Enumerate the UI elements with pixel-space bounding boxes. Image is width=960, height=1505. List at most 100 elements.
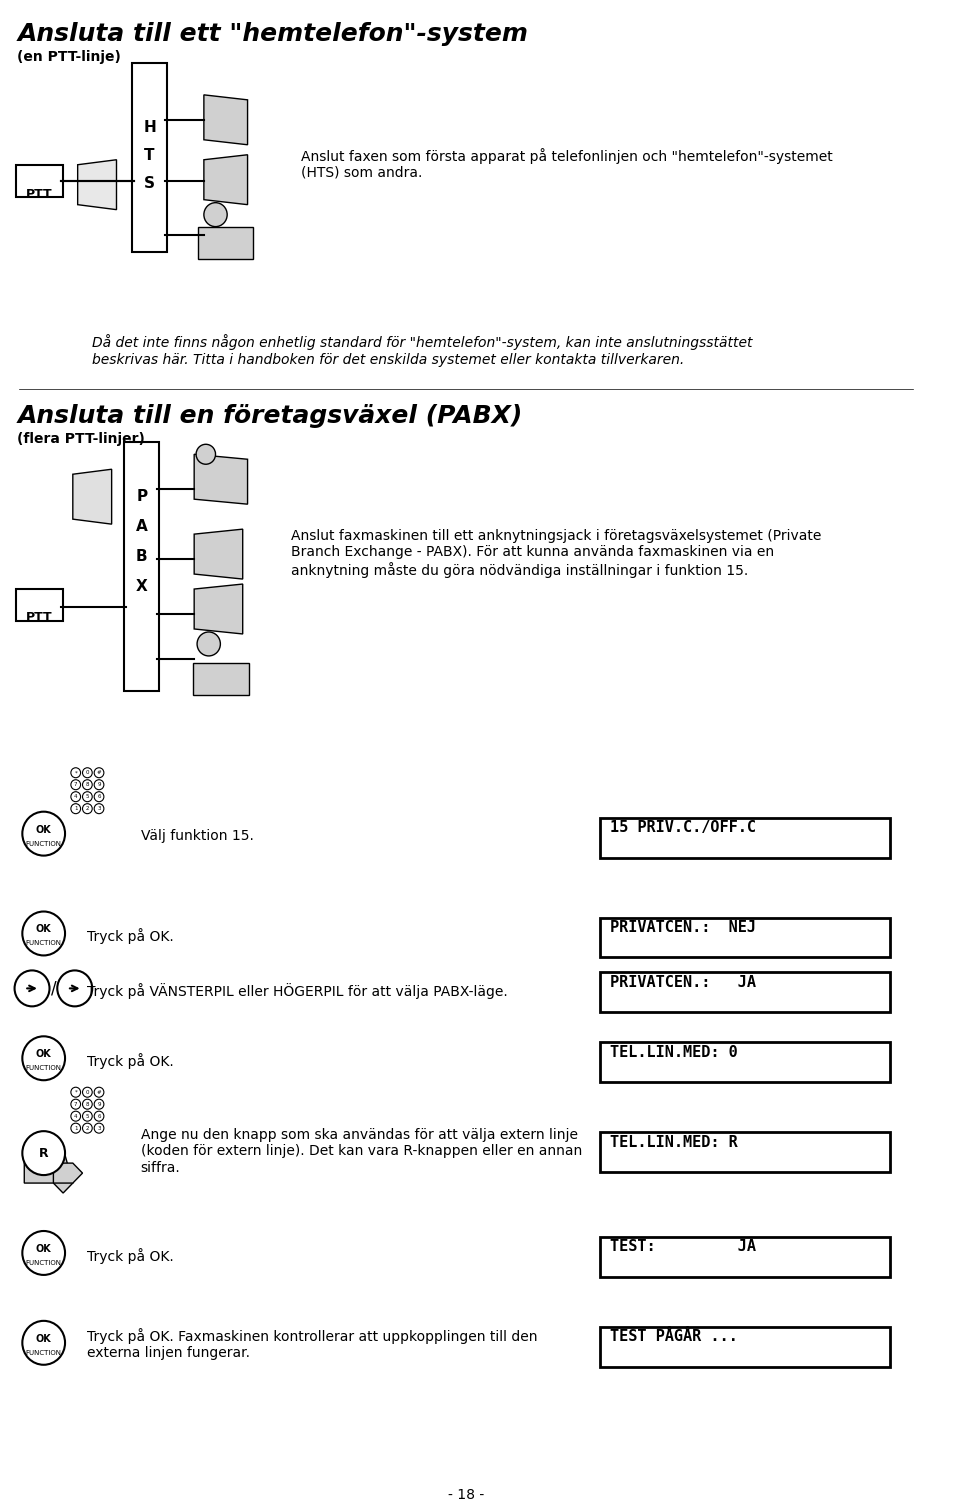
Text: 6: 6 (97, 795, 101, 799)
Circle shape (58, 971, 92, 1007)
Text: 3: 3 (97, 807, 101, 811)
Text: FUNCTION: FUNCTION (26, 941, 61, 947)
Text: A: A (136, 519, 148, 534)
Polygon shape (204, 95, 248, 144)
Text: /: / (51, 980, 57, 998)
Text: Då det inte finns någon enhetlig standard för "hemtelefon"-system, kan inte ansl: Då det inte finns någon enhetlig standar… (92, 334, 753, 367)
Polygon shape (54, 1163, 83, 1183)
Circle shape (196, 444, 216, 464)
Circle shape (71, 804, 81, 814)
Circle shape (83, 1111, 92, 1121)
Text: *: * (74, 771, 77, 775)
Text: X: X (136, 579, 148, 594)
Text: #: # (97, 771, 102, 775)
Text: Tryck på VÄNSTERPIL eller HÖGERPIL för att välja PABX-läge.: Tryck på VÄNSTERPIL eller HÖGERPIL för a… (87, 983, 508, 999)
Text: 15 PRIV.C./OFF.C: 15 PRIV.C./OFF.C (610, 820, 756, 835)
Text: PTT: PTT (26, 611, 52, 625)
Circle shape (22, 811, 65, 856)
Text: 4: 4 (74, 795, 78, 799)
Circle shape (94, 792, 104, 802)
Text: - 18 -: - 18 - (448, 1487, 484, 1502)
Circle shape (71, 1111, 81, 1121)
Text: OK: OK (36, 825, 52, 835)
Text: 6: 6 (97, 1114, 101, 1118)
Text: 1: 1 (74, 807, 78, 811)
Text: 5: 5 (85, 1114, 89, 1118)
Circle shape (83, 768, 92, 778)
Text: 8: 8 (85, 783, 89, 787)
Circle shape (83, 1099, 92, 1109)
FancyBboxPatch shape (600, 1327, 890, 1367)
Circle shape (22, 1231, 65, 1275)
Text: S: S (144, 176, 155, 191)
Circle shape (71, 1087, 81, 1097)
Text: OK: OK (36, 1049, 52, 1060)
FancyBboxPatch shape (600, 972, 890, 1013)
Circle shape (94, 1123, 104, 1133)
Text: 0: 0 (85, 1090, 89, 1094)
Text: Ange nu den knapp som ska användas för att välja extern linje
(koden för extern : Ange nu den knapp som ska användas för a… (141, 1129, 582, 1174)
Text: TEL.LIN.MED: R: TEL.LIN.MED: R (610, 1135, 737, 1150)
Circle shape (94, 780, 104, 790)
Polygon shape (194, 530, 243, 579)
Circle shape (22, 1321, 65, 1365)
Circle shape (197, 632, 221, 656)
Text: R: R (38, 1147, 49, 1160)
Text: 0: 0 (85, 771, 89, 775)
Text: Ansluta till ett "hemtelefon"-system: Ansluta till ett "hemtelefon"-system (17, 23, 528, 47)
Circle shape (83, 1087, 92, 1097)
Text: Ansluta till en företagsväxel (PABX): Ansluta till en företagsväxel (PABX) (17, 405, 523, 429)
Circle shape (71, 1099, 81, 1109)
Text: 2: 2 (85, 807, 89, 811)
Text: OK: OK (36, 1245, 52, 1254)
Text: TEST:         JA: TEST: JA (610, 1240, 756, 1255)
Text: Välj funktion 15.: Välj funktion 15. (141, 829, 253, 843)
Text: TEL.LIN.MED: 0: TEL.LIN.MED: 0 (610, 1044, 737, 1060)
FancyBboxPatch shape (124, 442, 159, 691)
FancyBboxPatch shape (15, 164, 63, 197)
Polygon shape (194, 584, 243, 634)
Polygon shape (24, 1148, 73, 1193)
FancyBboxPatch shape (600, 1132, 890, 1172)
Text: FUNCTION: FUNCTION (26, 1066, 61, 1072)
Text: #: # (97, 1090, 102, 1094)
Polygon shape (204, 155, 248, 205)
Text: 4: 4 (74, 1114, 78, 1118)
FancyBboxPatch shape (600, 1043, 890, 1082)
Circle shape (22, 1037, 65, 1081)
Text: PRIVATCEN.:   JA: PRIVATCEN.: JA (610, 975, 756, 990)
Text: 1: 1 (74, 1126, 78, 1130)
Text: FUNCTION: FUNCTION (26, 841, 61, 847)
Polygon shape (194, 455, 248, 504)
Text: Anslut faxmaskinen till ett anknytningsjack i företagsväxelsystemet (Private
Bra: Anslut faxmaskinen till ett anknytningsj… (291, 530, 822, 578)
Circle shape (71, 780, 81, 790)
Text: (flera PTT-linjer): (flera PTT-linjer) (17, 432, 145, 447)
Text: TEST PÅGÅR ...: TEST PÅGÅR ... (610, 1329, 737, 1344)
Circle shape (204, 203, 228, 227)
FancyBboxPatch shape (132, 63, 167, 251)
Text: B: B (136, 549, 148, 564)
Text: OK: OK (36, 1333, 52, 1344)
Circle shape (71, 1123, 81, 1133)
Text: (en PTT-linje): (en PTT-linje) (17, 50, 121, 63)
Text: OK: OK (36, 924, 52, 935)
FancyBboxPatch shape (600, 817, 890, 858)
Text: *: * (74, 1090, 77, 1094)
FancyBboxPatch shape (600, 918, 890, 957)
Text: 5: 5 (85, 795, 89, 799)
Text: PRIVATCEN.:  NEJ: PRIVATCEN.: NEJ (610, 920, 756, 935)
FancyBboxPatch shape (193, 662, 249, 695)
Text: 7: 7 (74, 783, 78, 787)
Polygon shape (73, 470, 111, 524)
Text: FUNCTION: FUNCTION (26, 1260, 61, 1266)
Circle shape (83, 792, 92, 802)
FancyBboxPatch shape (15, 588, 63, 622)
Text: Tryck på OK. Faxmaskinen kontrollerar att uppkopplingen till den
externa linjen : Tryck på OK. Faxmaskinen kontrollerar at… (87, 1327, 538, 1361)
Circle shape (94, 1111, 104, 1121)
Circle shape (83, 1123, 92, 1133)
Text: 9: 9 (97, 783, 101, 787)
FancyBboxPatch shape (600, 1237, 890, 1276)
Circle shape (14, 971, 50, 1007)
Text: 8: 8 (85, 1102, 89, 1106)
Text: Tryck på OK.: Tryck på OK. (87, 929, 174, 945)
